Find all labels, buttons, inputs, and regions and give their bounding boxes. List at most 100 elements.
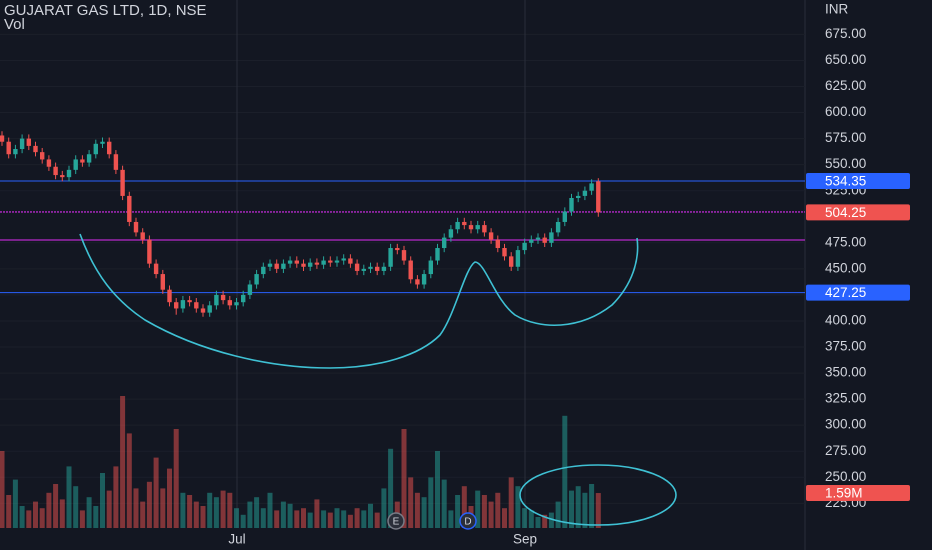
volume-bar	[555, 501, 561, 528]
volume-bar	[193, 501, 199, 528]
candle-body	[361, 268, 366, 271]
candle-body	[502, 248, 507, 257]
candle-body	[120, 169, 125, 196]
candle-body	[308, 262, 313, 267]
volume-bar	[562, 415, 568, 528]
volume-bar	[133, 488, 139, 528]
volume-bar	[448, 510, 454, 528]
volume-bar	[582, 492, 588, 528]
volume-bar	[207, 492, 213, 528]
candle-body	[140, 232, 145, 240]
candle-body	[207, 305, 212, 313]
candle-body	[194, 302, 199, 309]
volume-bar	[280, 501, 286, 528]
volume-bar	[240, 514, 246, 528]
y-tick-label: 650.00	[825, 52, 866, 67]
candle-body	[381, 266, 387, 271]
x-tick-label: Jul	[228, 532, 245, 547]
last-volume-label: 1.59M	[825, 486, 863, 501]
candle-body	[66, 169, 72, 178]
candle-body	[127, 195, 132, 222]
candle-body	[455, 221, 460, 230]
candle-body	[442, 237, 447, 249]
candle-body	[287, 260, 293, 264]
cup-handle-drawing	[79, 233, 639, 369]
y-tick-label: 375.00	[825, 339, 866, 354]
candle-body	[180, 300, 186, 309]
y-tick-label: 250.00	[825, 469, 866, 484]
currency-label: INR	[825, 2, 849, 17]
volume-bar	[260, 508, 266, 528]
candle-body	[294, 260, 299, 264]
volume-bar	[441, 479, 447, 528]
volume-bar	[522, 508, 528, 528]
volume-bar	[26, 510, 32, 528]
candle-body	[187, 300, 192, 303]
y-tick-label: 350.00	[825, 365, 866, 380]
candle-body	[234, 302, 239, 306]
y-tick-label: 675.00	[825, 26, 866, 41]
x-tick-label: Sep	[513, 532, 537, 547]
candle-body	[261, 266, 266, 275]
candle-body	[241, 294, 246, 303]
event-label: D	[464, 517, 471, 528]
candle-body	[314, 262, 320, 265]
candle-body	[220, 294, 226, 301]
volume-bar	[294, 510, 300, 528]
candle-body	[408, 260, 413, 280]
volume-bar	[347, 514, 353, 528]
candle-body	[589, 183, 594, 191]
volume-bar	[321, 510, 327, 528]
candle-body	[13, 149, 18, 155]
candle-body	[60, 175, 65, 178]
volume-bar	[66, 466, 72, 528]
candle-body	[73, 159, 78, 170]
candle-body	[267, 263, 273, 267]
volume-bar	[12, 479, 18, 528]
volume-bar	[173, 429, 179, 528]
volume-bar	[274, 510, 280, 528]
volume-bar	[93, 506, 99, 528]
candle-body	[482, 225, 487, 233]
volume-bar	[267, 492, 273, 528]
candle-body	[542, 237, 547, 243]
candle-body	[19, 138, 25, 150]
candle-body	[582, 190, 588, 196]
candle-body	[428, 260, 433, 275]
volume-bar	[187, 495, 193, 528]
volume-bar	[39, 508, 45, 528]
candle-body	[562, 211, 567, 222]
candle-body	[529, 239, 534, 243]
volume-indicator-label: Vol	[4, 16, 25, 33]
price-level-tag	[806, 172, 910, 189]
volume-bar	[146, 481, 152, 528]
volume-bar	[327, 512, 333, 528]
candle-body	[354, 263, 360, 271]
candle-body	[401, 250, 407, 261]
candle-body	[153, 263, 159, 275]
volume-bar	[502, 508, 507, 528]
candle-body	[462, 221, 467, 226]
volume-bar	[488, 501, 494, 528]
candle-body	[33, 145, 38, 153]
volume-bar	[120, 396, 126, 528]
volume-bar	[535, 517, 541, 528]
volume-bar	[46, 492, 52, 528]
volume-bar	[408, 477, 414, 528]
volume-bar	[341, 510, 347, 528]
candle-body	[247, 284, 253, 295]
y-tick-label: 325.00	[825, 391, 866, 406]
volume-bar	[401, 429, 407, 528]
candle-body	[522, 242, 527, 251]
candle-body	[395, 248, 400, 251]
volume-bar	[227, 492, 233, 528]
price-level-label: 427.25	[825, 285, 866, 300]
volume-bar	[461, 486, 467, 528]
volume-bar	[508, 477, 514, 528]
candle-body	[107, 141, 112, 155]
candle-body	[368, 266, 373, 269]
volume-bar	[160, 488, 166, 528]
candle-body	[214, 294, 219, 306]
candle-body	[0, 135, 5, 142]
volume-bar	[247, 501, 253, 528]
